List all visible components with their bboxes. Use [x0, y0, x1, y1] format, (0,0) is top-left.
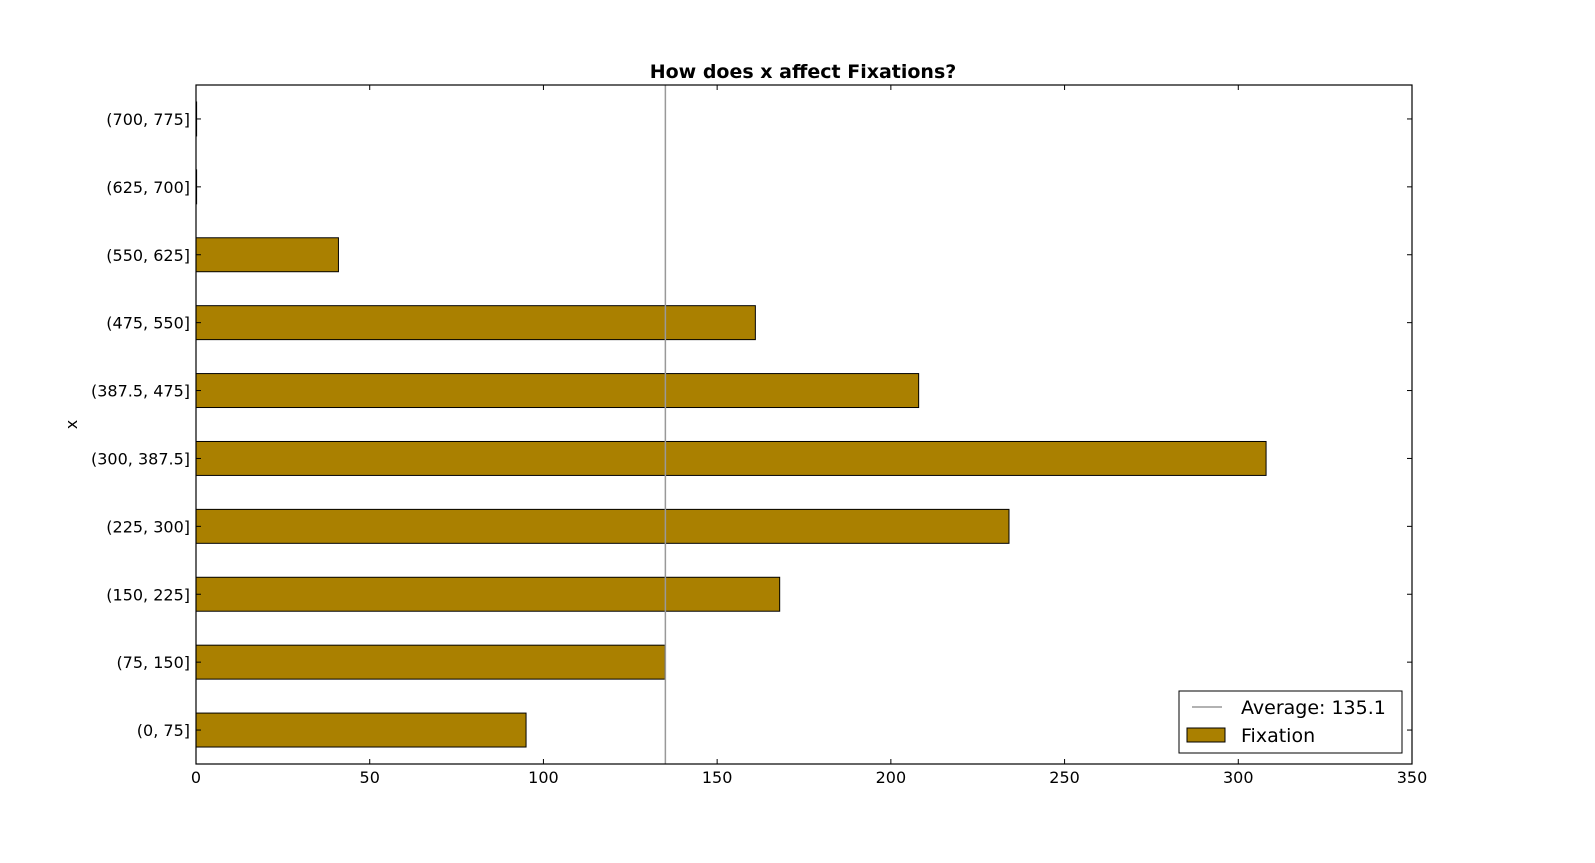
bar: [195, 644, 666, 680]
y-tick-label: (700, 775]: [106, 110, 190, 129]
y-tick-label: (625, 700]: [106, 178, 190, 197]
bars-layer: [195, 101, 1267, 748]
bar: [195, 576, 781, 612]
bar: [195, 508, 1010, 544]
bar: [195, 712, 527, 748]
legend-bar-swatch: [1186, 727, 1226, 743]
y-tick-label: (475, 550]: [106, 314, 190, 333]
labels-layer: (0, 75] (75, 150] (150, 225] (225, 300] (300…: [91, 110, 1427, 787]
legend-average-label: Average: 135.1: [1241, 697, 1386, 719]
legend: Average: 135.1 Fixation: [1178, 690, 1403, 754]
x-tick-label: 0: [191, 768, 201, 787]
y-tick-label: (387.5, 475]: [91, 382, 190, 401]
legend-fixation-label: Fixation: [1241, 725, 1315, 747]
x-tick-label: 350: [1397, 768, 1428, 787]
x-tick-label: 300: [1223, 768, 1254, 787]
bar: [195, 373, 920, 409]
bar: [195, 305, 756, 341]
x-tick-label: 250: [1049, 768, 1080, 787]
y-tick-label: (300, 387.5]: [91, 449, 190, 468]
legend-box: [1178, 690, 1403, 754]
x-tick-label: 50: [360, 768, 380, 787]
plot-frame: [195, 84, 1413, 765]
y-axis-label: x: [62, 420, 81, 429]
bar: [195, 237, 339, 273]
x-tick-label: 200: [876, 768, 907, 787]
y-tick-label: (225, 300]: [106, 517, 190, 536]
x-tick-label: 100: [528, 768, 559, 787]
y-tick-label: (150, 225]: [106, 585, 190, 604]
x-tick-label: 150: [702, 768, 733, 787]
y-tick-label: (550, 625]: [106, 246, 190, 265]
chart-title: How does x affect Fixations?: [650, 61, 957, 83]
ticks-layer: [195, 85, 1413, 764]
y-tick-label: (75, 150]: [116, 653, 190, 672]
y-tick-label: (0, 75]: [137, 721, 190, 740]
bar: [195, 440, 1267, 476]
